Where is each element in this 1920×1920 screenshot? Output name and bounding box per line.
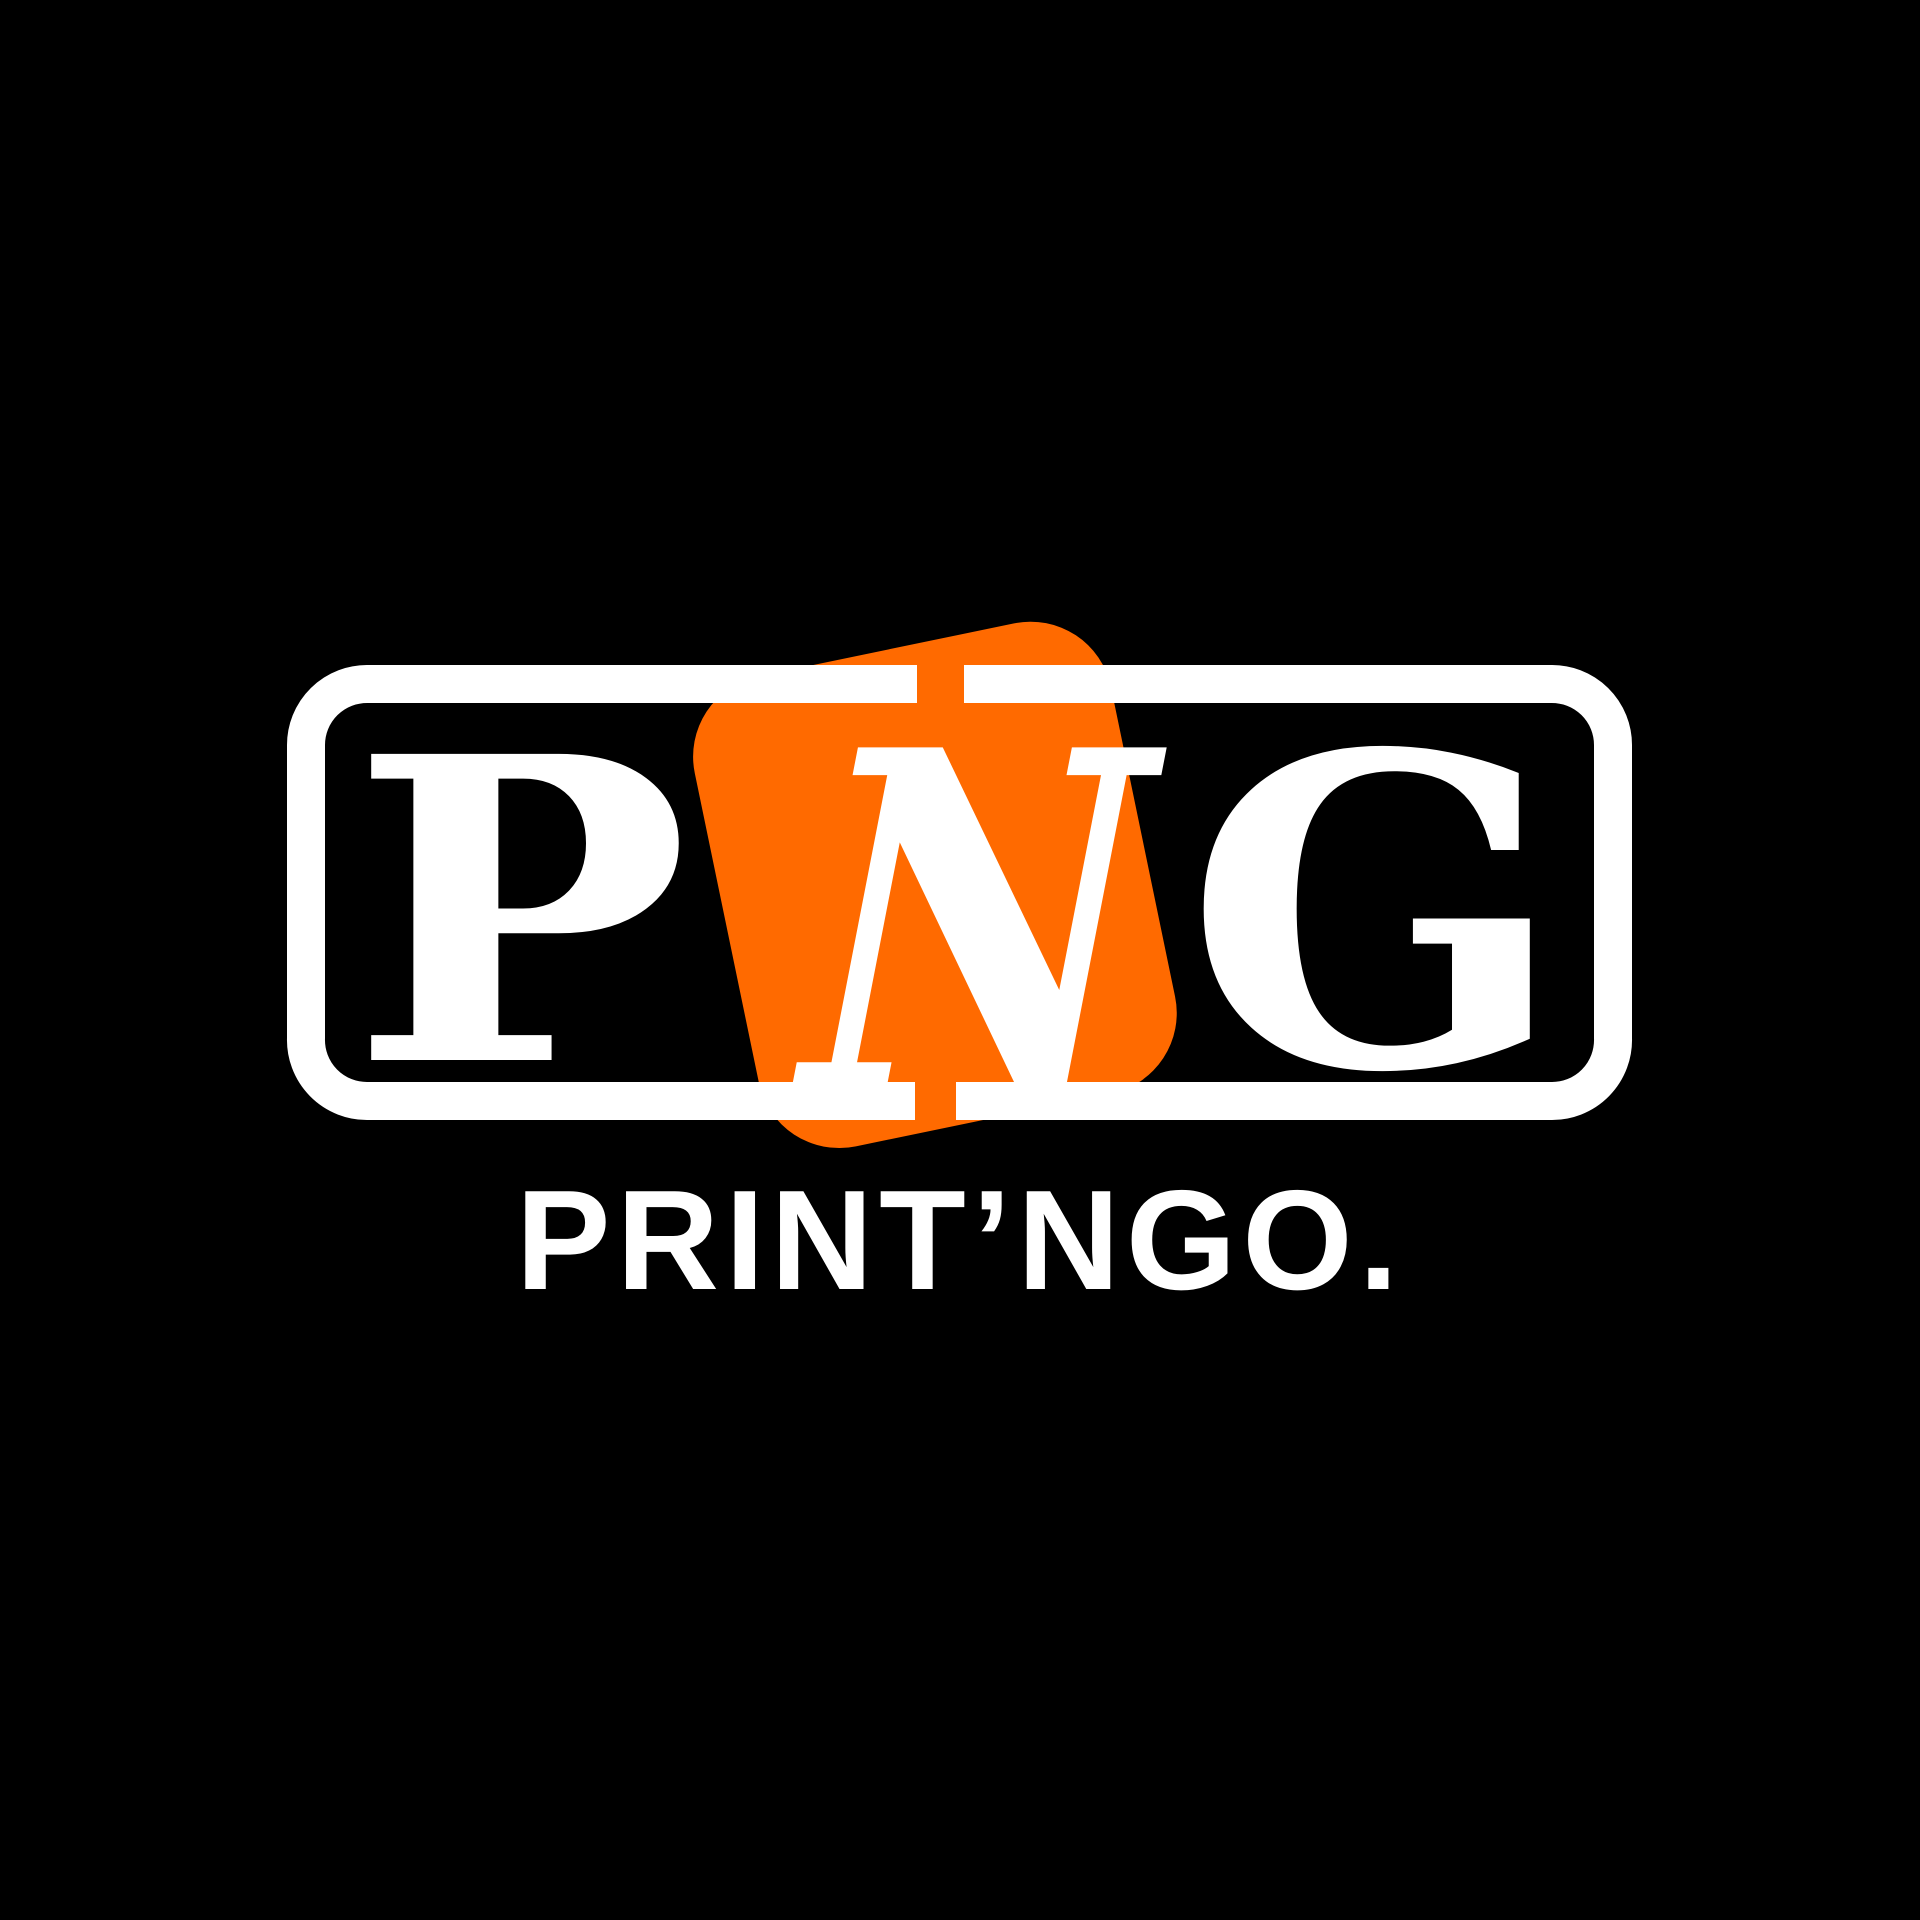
logo-frame-left [287,665,917,1120]
brand-tagline: PRINT’NGO. [515,1161,1405,1320]
orange-accent-tile [693,621,1177,1149]
logo-frame-right [956,665,1632,1120]
logo-letter-g: G [1185,662,1565,1167]
logo-letter-p: P [350,667,690,1160]
